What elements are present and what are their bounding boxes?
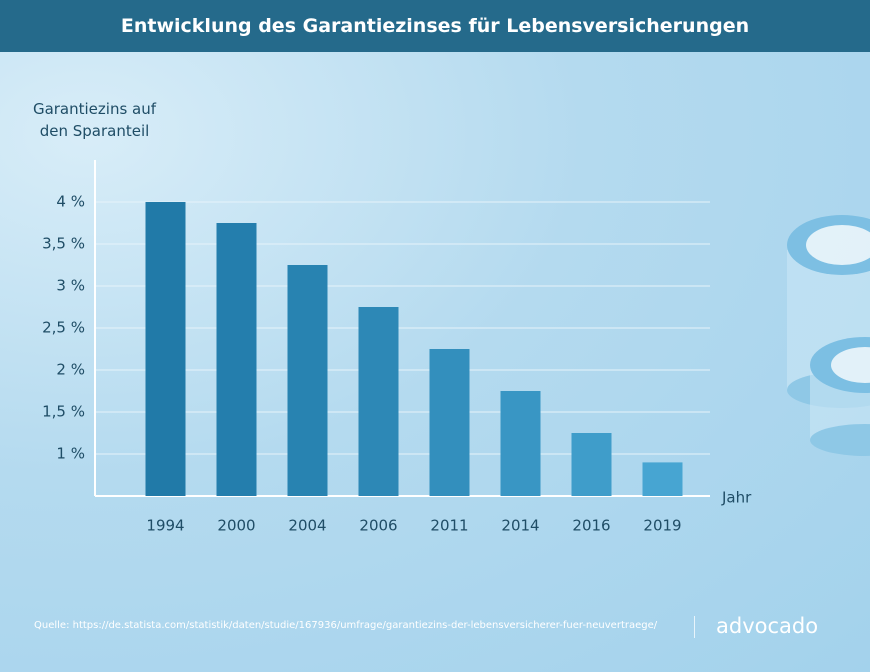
bar <box>571 433 612 496</box>
y-tick-label: 1,5 % <box>42 403 85 421</box>
bar <box>642 462 683 496</box>
x-axis-label: Jahr <box>721 489 752 507</box>
bar <box>500 391 541 496</box>
bar <box>358 307 399 496</box>
x-tick-label: 2004 <box>288 517 326 535</box>
y-tick-label: 1 % <box>56 445 85 463</box>
x-tick-label: 2006 <box>359 517 397 535</box>
bar <box>287 265 328 496</box>
separator <box>694 616 695 638</box>
y-tick-label: 2,5 % <box>42 319 85 337</box>
bar <box>145 202 186 496</box>
x-tick-label: 2016 <box>572 517 610 535</box>
y-tick-label: 4 % <box>56 193 85 211</box>
chart-title: Entwicklung des Garantiezinses für Leben… <box>0 0 870 52</box>
x-tick-label: 2019 <box>643 517 681 535</box>
bar <box>429 349 470 496</box>
logo: advocado <box>716 614 819 638</box>
y-tick-label: 2 % <box>56 361 85 379</box>
y-tick-label: 3,5 % <box>42 235 85 253</box>
x-tick-label: 2011 <box>430 517 468 535</box>
y-axis-label: Garantiezins auf den Sparanteil <box>32 100 157 140</box>
y-tick-label: 3 % <box>56 277 85 295</box>
x-tick-label: 2000 <box>217 517 255 535</box>
coins <box>787 215 870 456</box>
source: Quelle: https://de.statista.com/statisti… <box>34 620 658 631</box>
x-tick-label: 2014 <box>501 517 539 535</box>
x-tick-label: 1994 <box>146 517 184 535</box>
bar <box>216 223 257 496</box>
